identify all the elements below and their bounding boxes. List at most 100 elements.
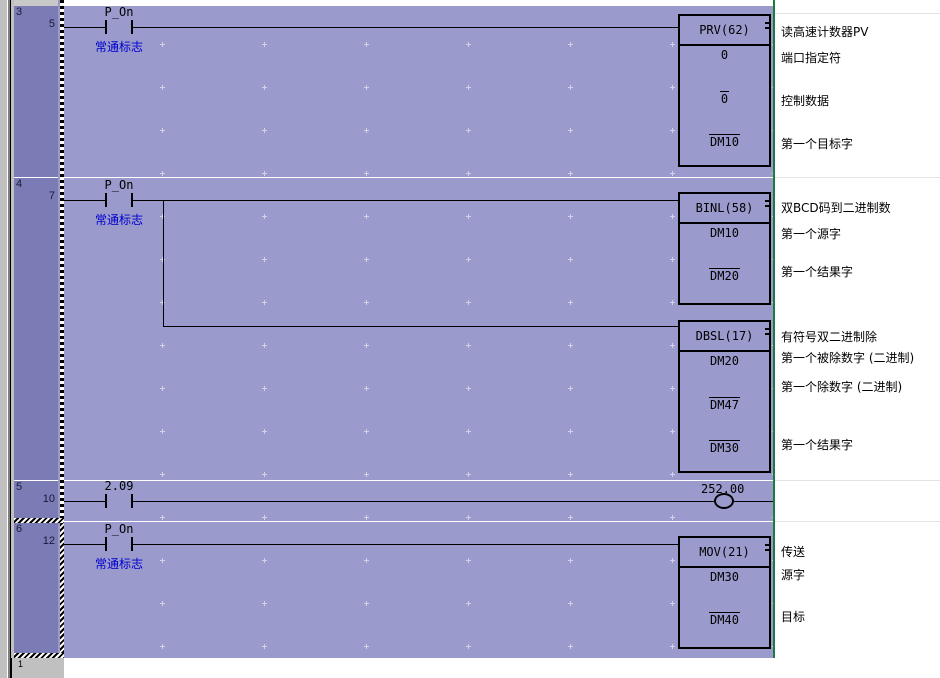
instruction-operand-3[interactable]: DM30 [680,440,769,455]
margin-separator-4 [14,480,58,481]
grid-cross-marker [160,386,165,391]
operand-comment: 有符号双二进制除 [781,330,878,344]
grid-cross-marker [364,472,369,477]
grid-cross-marker [364,515,369,520]
contact-2-09[interactable]: 2.09 [105,479,133,508]
grid-cross-marker [466,429,471,434]
grid-cross-marker [160,343,165,348]
rung-separator-1 [64,177,775,178]
grid-cross-marker [466,644,471,649]
grid-cross-marker [262,644,267,649]
instruction-operand-1[interactable]: DM20 [680,354,769,368]
instruction-block-dbsl[interactable]: DBSL(17) DM20 DM47 DM30 [678,320,771,473]
grid-cross-marker [670,343,675,348]
grid-cross-marker [262,515,267,520]
operand-value: DM10 [710,226,739,240]
rung4-branch-wire [163,326,678,327]
rung-separator-2 [64,480,775,481]
instruction-mnemonic: MOV(21) [680,538,769,568]
contact-symbol-comment: 常通标志 [94,213,144,227]
grid-cross-marker [364,85,369,90]
instruction-input-tab [765,328,771,335]
instruction-input-tab [765,22,771,29]
rung-margin-4[interactable]: 4 7 [14,178,58,480]
grid-cross-marker [364,257,369,262]
selection-handle-bottom[interactable] [14,653,64,658]
rung-number-3: 3 [16,6,23,18]
grid-cross-marker [670,42,675,47]
instruction-operand-2[interactable]: DM40 [680,612,769,627]
operand-value: DM47 [709,397,740,412]
grid-cross-marker [670,472,675,477]
grid-cross-marker [262,214,267,219]
rung-margin-5[interactable]: 5 10 [14,481,58,521]
instruction-block-prv[interactable]: PRV(62) 0 0 DM10 [678,14,771,167]
operand-value: DM10 [709,134,740,149]
operand-value: 0 [719,91,730,106]
operand-value: DM20 [709,268,740,283]
rung-margin-6[interactable]: 6 12 [14,523,58,658]
grid-cross-marker [670,644,675,649]
contact-label: 2.09 [104,479,134,493]
rung4-branch-vertical [163,200,164,326]
output-coil-label: 252.00 [701,482,745,496]
grid-cross-marker [262,171,267,176]
contact-label: P_On [104,522,134,536]
selection-handle-top[interactable] [14,518,64,523]
grid-cross-marker [160,644,165,649]
contact-bar-right [131,193,133,207]
grid-cross-marker [568,515,573,520]
grid-cross-marker [364,300,369,305]
contact-p-on-rung6[interactable]: P_On 常通标志 [95,522,143,571]
instruction-operand-2[interactable]: DM20 [680,268,769,283]
grid-cross-marker [466,257,471,262]
rung-margin-3[interactable]: 3 5 [14,6,58,177]
instruction-operand-3[interactable]: DM10 [680,134,769,149]
bottom-comment-strip [775,658,940,678]
grid-cross-marker [568,42,573,47]
grid-cross-marker [670,558,675,563]
contact-label: P_On [104,178,134,192]
output-coil-252-00[interactable] [714,493,734,509]
instruction-block-binl[interactable]: BINL(58) DM10 DM20 [678,192,771,305]
contact-p-on-rung3[interactable]: P_On 常通标志 [95,5,143,54]
grid-cross-marker [568,214,573,219]
ladder-canvas[interactable] [64,6,777,658]
contact-bar-left [105,494,107,508]
grid-cross-marker [568,85,573,90]
instruction-mnemonic: PRV(62) [680,16,769,46]
grid-cross-marker [364,601,369,606]
grid-cross-marker [262,300,267,305]
instruction-mnemonic: BINL(58) [680,194,769,224]
grid-cross-marker [160,472,165,477]
grid-cross-marker [568,128,573,133]
instruction-operand-2[interactable]: 0 [680,91,769,106]
grid-cross-marker [160,214,165,219]
contact-bar-right [131,537,133,551]
grid-cross-marker [364,558,369,563]
rung6-wire-right [133,544,678,545]
instruction-operand-1[interactable]: DM30 [680,570,769,584]
instruction-operand-1[interactable]: DM10 [680,226,769,240]
bottom-page-number: 1 [18,659,24,669]
bottom-page-strip[interactable] [11,658,64,678]
grid-cross-marker [364,429,369,434]
instruction-block-mov[interactable]: MOV(21) DM30 DM40 [678,536,771,649]
rung-number-6: 6 [16,523,23,535]
grid-cross-marker [160,128,165,133]
grid-cross-marker [568,472,573,477]
operand-comment: 第一个结果字 [781,438,854,452]
selection-edge-hatched [60,521,64,658]
instruction-mnemonic: DBSL(17) [680,322,769,352]
grid-cross-marker [364,386,369,391]
contact-label: P_On [104,5,134,19]
bottom-canvas-strip [64,658,775,678]
margin-right-edge [58,0,60,678]
grid-cross-marker [262,558,267,563]
instruction-operand-2[interactable]: DM47 [680,397,769,412]
grid-cross-marker [568,386,573,391]
contact-p-on-rung4[interactable]: P_On 常通标志 [95,178,143,227]
grid-cross-marker [160,601,165,606]
instruction-operand-1[interactable]: 0 [680,48,769,62]
grid-cross-marker [568,558,573,563]
